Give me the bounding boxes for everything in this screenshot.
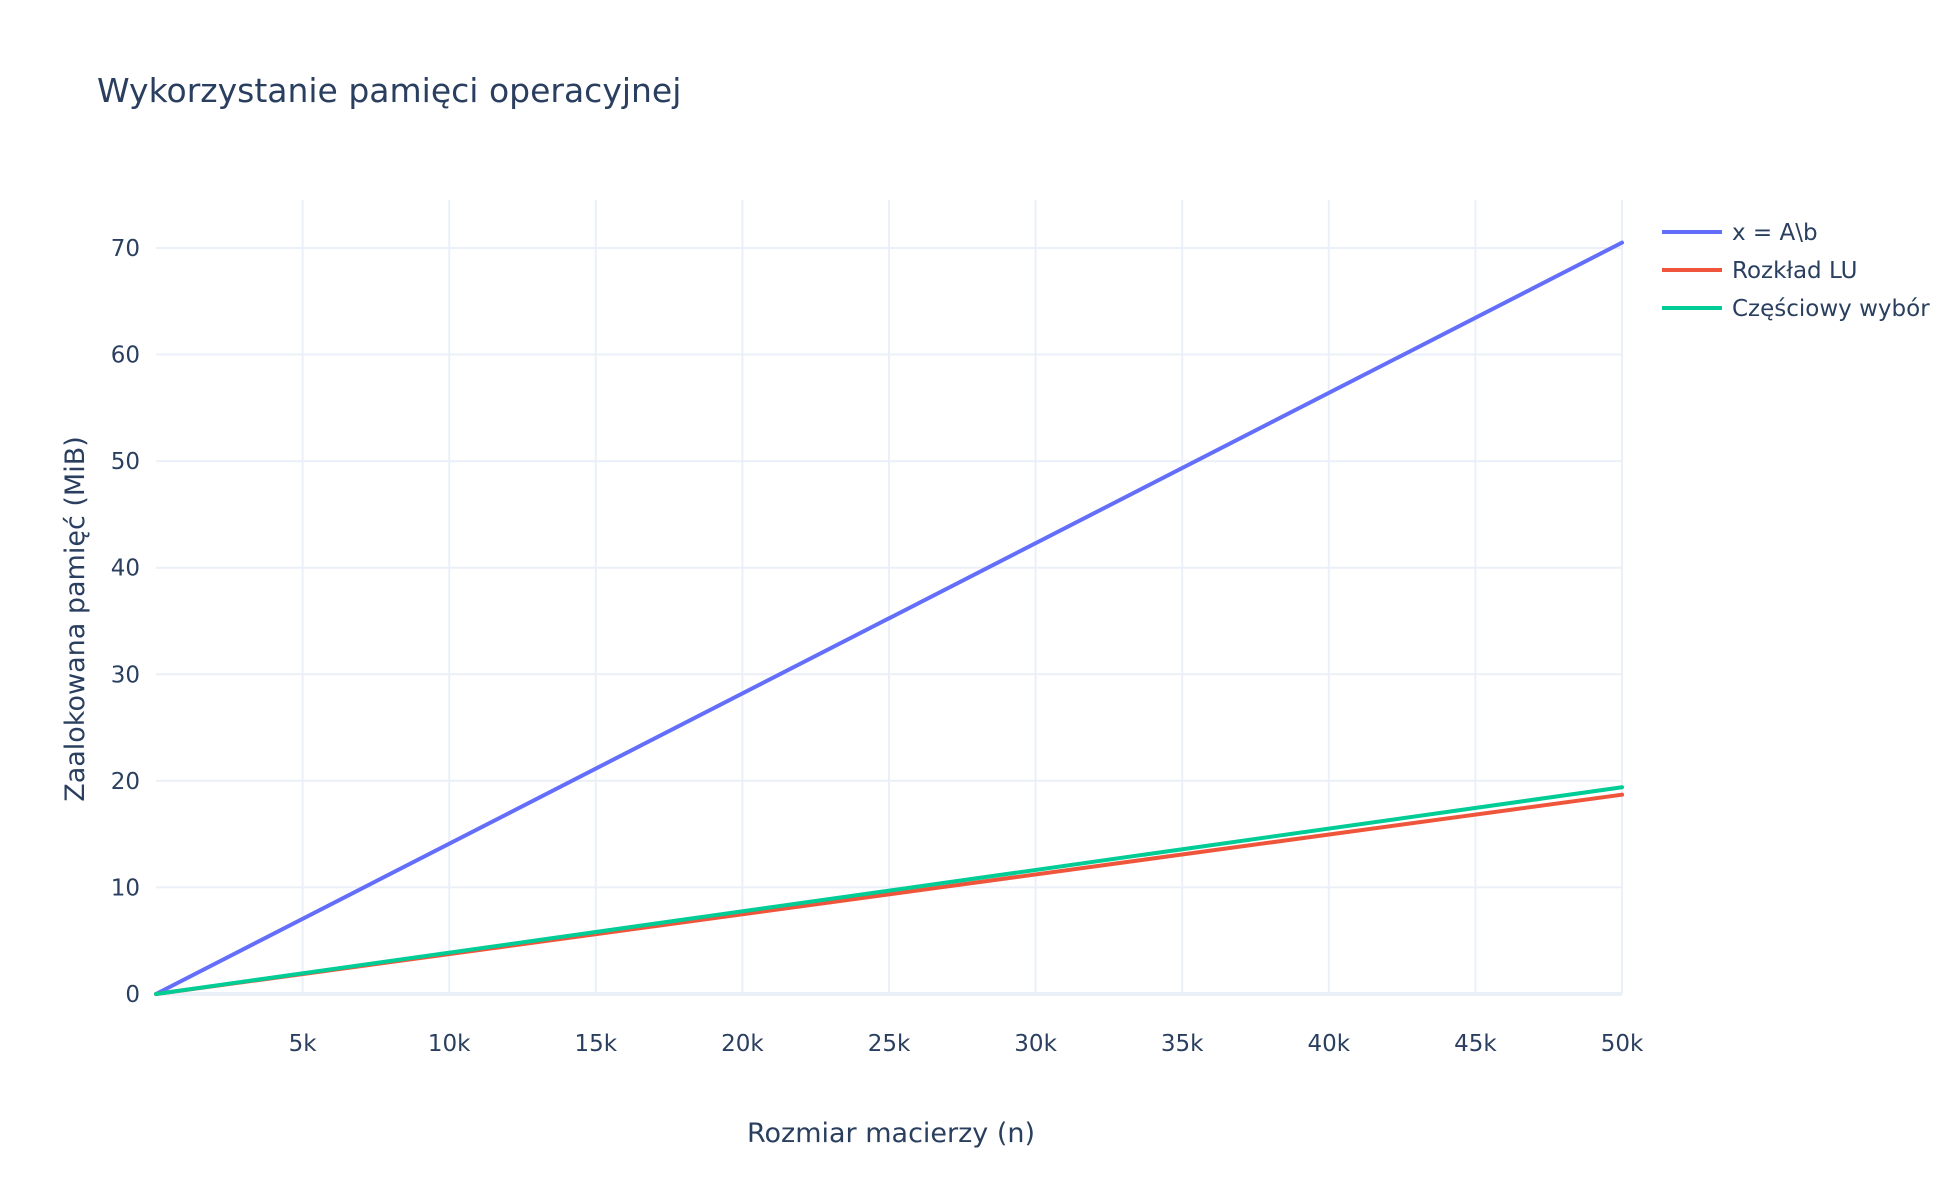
legend-label: Częściowy wybór [1732,296,1930,322]
chart-title: Wykorzystanie pamięci operacyjnej [97,71,681,110]
y-tick-label: 50 [111,449,140,475]
x-tick-label: 20k [721,1031,764,1057]
legend-item[interactable]: Częściowy wybór [1662,296,1930,322]
x-tick-label: 35k [1161,1031,1204,1057]
y-tick-label: 70 [111,236,140,262]
legend-item[interactable]: x = A\b [1662,220,1818,246]
y-axis-title: Zaalokowana pamięć (MiB) [60,436,91,802]
legend-label: x = A\b [1732,220,1818,246]
series-lines [154,240,1624,996]
x-tick-label: 50k [1601,1031,1644,1057]
x-tick-label: 10k [428,1031,471,1057]
series-line [154,240,1624,996]
y-tick-label: 0 [125,982,140,1008]
grid [156,200,1623,996]
tick-labels: 5k 10k 15k 20k 25k 30k 35k 40k 45k 50k 0 10 20 30 40 50… [111,236,1644,1057]
legend[interactable]: x = A\b Rozkład LU Częściowy wybór [1662,220,1930,322]
y-tick-label: 20 [111,769,140,795]
legend-label: Rozkład LU [1732,258,1857,284]
y-tick-label: 40 [111,556,140,582]
x-tick-label: 45k [1454,1031,1497,1057]
x-tick-label: 25k [868,1031,911,1057]
x-tick-label: 5k [289,1031,318,1057]
x-tick-label: 15k [575,1031,618,1057]
x-tick-label: 30k [1014,1031,1057,1057]
x-axis-title: Rozmiar macierzy (n) [747,1118,1035,1149]
x-tick-label: 40k [1308,1031,1351,1057]
y-tick-label: 30 [111,662,140,688]
y-tick-label: 60 [111,343,140,369]
y-tick-label: 10 [111,875,140,901]
legend-item[interactable]: Rozkład LU [1662,258,1857,284]
series-line [154,785,1624,996]
